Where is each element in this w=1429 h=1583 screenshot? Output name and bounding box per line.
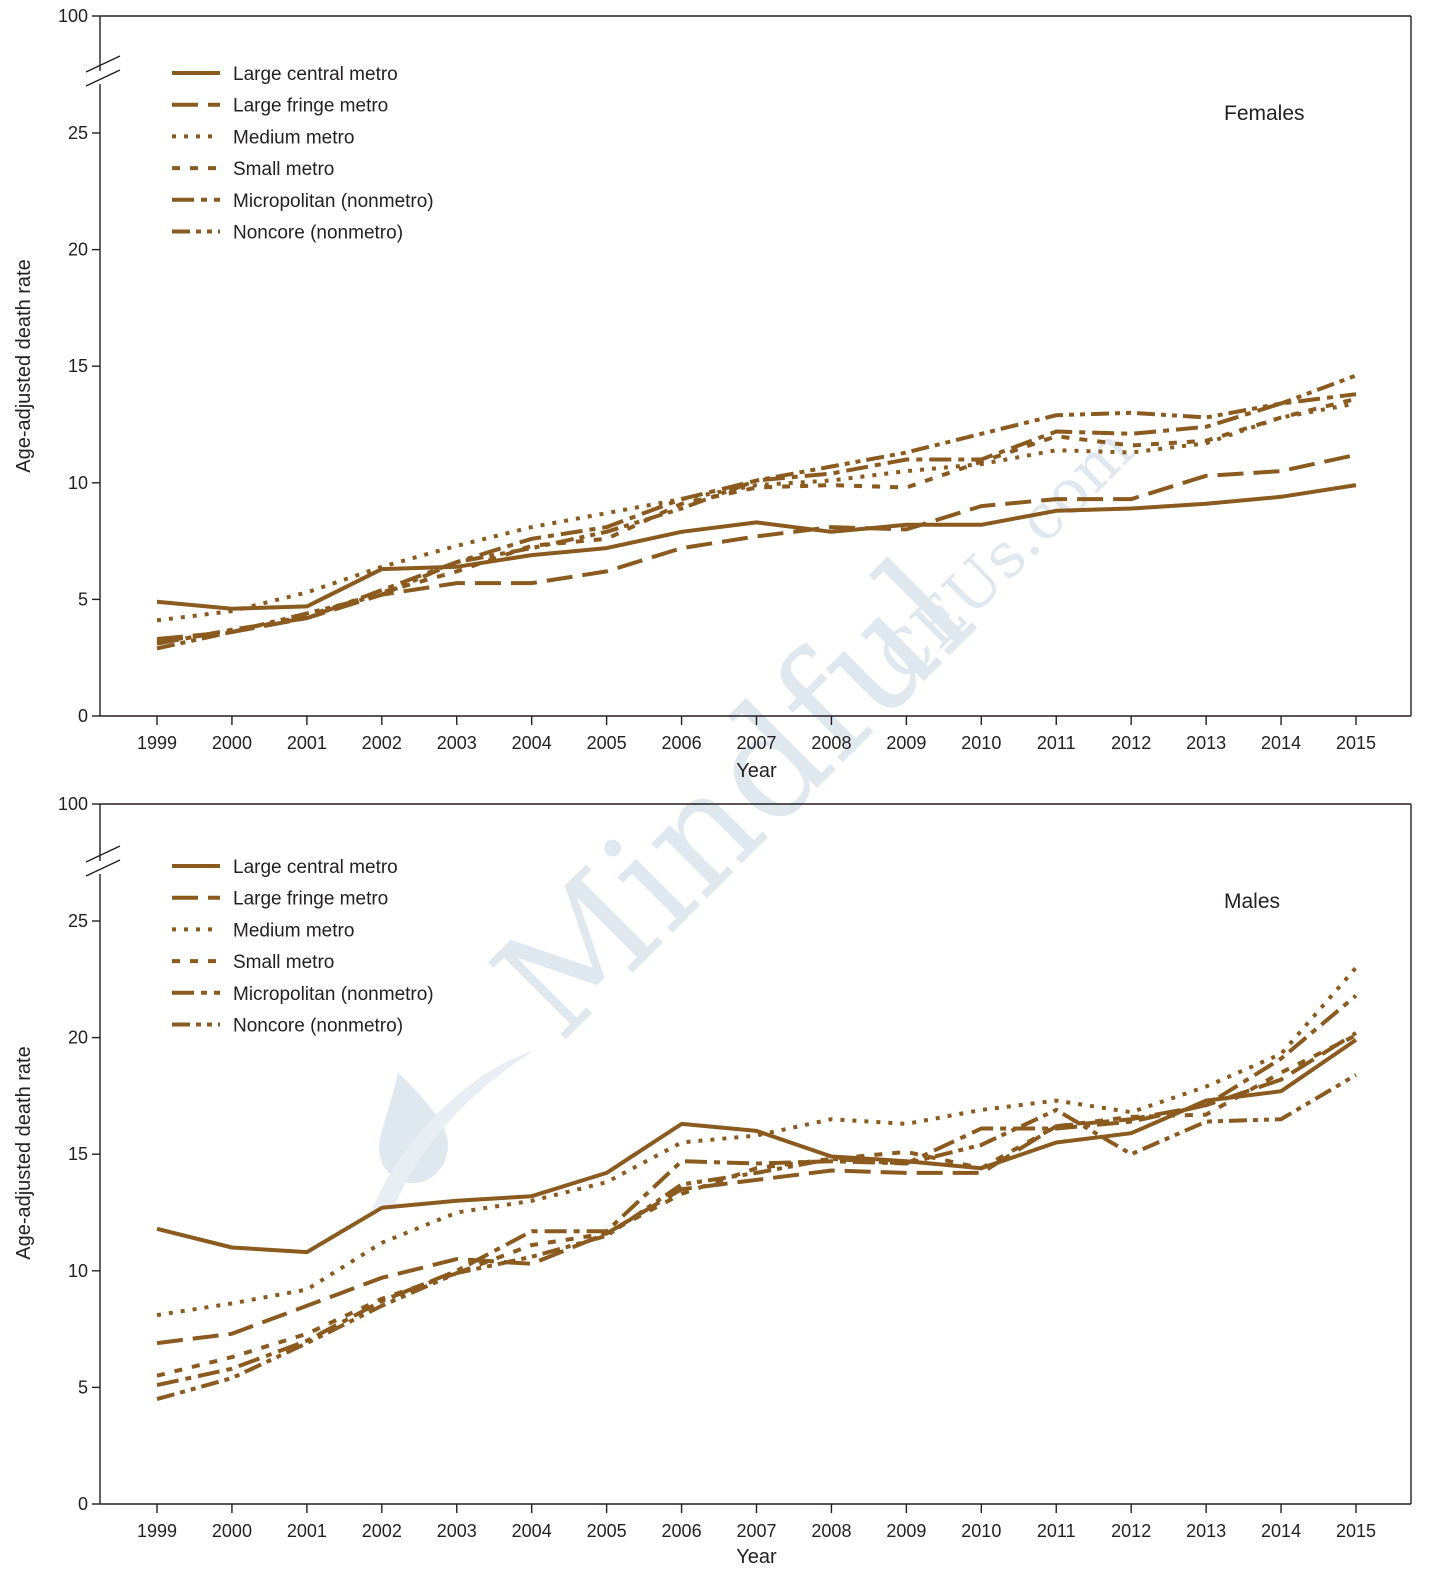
x-tick-label: 2011 [1037,1521,1076,1541]
x-tick-label: 2004 [512,733,552,753]
y-tick-label: 20 [68,1028,88,1048]
x-tick-label: 2006 [662,733,702,753]
y-axis-break-mark [85,859,121,877]
x-tick-label: 2012 [1111,1521,1151,1541]
y-tick-label: 100 [58,794,88,814]
x-tick-label: 2006 [662,1521,702,1541]
panel-label: Females [1224,102,1305,125]
x-tick-label: 2000 [212,733,252,753]
series-line-medium-metro [156,401,1357,623]
x-tick-label: 2007 [736,1521,776,1541]
x-tick-label: 2003 [437,1521,477,1541]
x-tick-label: 1999 [137,1521,177,1541]
legend-label: Medium metro [233,127,354,148]
y-tick-label: 15 [68,1144,88,1164]
x-tick-label: 2009 [886,733,926,753]
x-tick-label: 2013 [1186,1521,1226,1541]
series-line-micropolitan-nonmetro [156,994,1358,1388]
legend-label: Micropolitan (nonmetro) [233,984,434,1005]
legend-label: Small metro [233,159,334,180]
y-tick-label: 25 [68,123,88,143]
x-tick-label: 2005 [587,733,627,753]
y-tick-label: 5 [78,589,88,609]
x-tick-label: 2001 [287,1521,327,1541]
x-tick-label: 2001 [287,733,327,753]
panel-label: Males [1224,890,1280,913]
y-tick-label: 0 [78,1494,88,1514]
y-tick-label: 10 [68,473,88,493]
series-line-large-fringe-metro [156,1031,1358,1346]
x-tick-label: 2011 [1037,733,1076,753]
x-tick-label: 1999 [137,733,177,753]
x-tick-label: 2015 [1336,733,1376,753]
legend-label: Large fringe metro [233,96,388,117]
y-tick-label: 0 [78,706,88,726]
y-tick-label: 100 [58,6,88,26]
x-tick-label: 2002 [362,1521,402,1541]
y-axis-title: Age-adjusted death rate [13,1046,35,1260]
x-axis-title: Year [736,1546,777,1568]
y-tick-label: 5 [78,1377,88,1397]
males-chart-panel: 100 0 5 10 15 20 25 1999 2000 2001 2002 2003 2004 200… [13,794,1412,1568]
x-tick-label: 2010 [961,1521,1001,1541]
x-tick-label: 2013 [1186,733,1226,753]
legend-label: Small metro [233,952,334,973]
x-tick-label: 2002 [362,733,402,753]
x-tick-label: 2008 [811,1521,851,1541]
series-line-small-metro [156,1033,1357,1378]
y-tick-label: 15 [68,356,88,376]
legend-label: Medium metro [233,920,354,941]
legend-label: Large fringe metro [233,889,388,910]
y-axis-break-mark [85,69,121,87]
y-axis-break-mark [85,845,121,863]
y-tick-label: 20 [68,240,88,260]
series-line-small-metro [156,396,1357,644]
watermark: Mindful CEUs.com [372,413,1147,1210]
series-line-noncore-nonmetro [156,1073,1358,1402]
y-axis-title: Age-adjusted death rate [13,259,35,473]
legend-label: Large central metro [233,857,398,878]
x-tick-label: 2003 [437,733,477,753]
y-axis-break-mark [85,55,121,73]
females-chart-panel: 100 0 5 10 15 20 25 1999 2000 2001 2002 2003 2004 200… [13,6,1412,782]
x-tick-label: 2009 [886,1521,926,1541]
y-tick-label: 25 [68,911,88,931]
legend-label: Micropolitan (nonmetro) [233,191,434,212]
series-line-noncore-nonmetro [156,373,1357,651]
legend-label: Noncore (nonmetro) [233,1016,403,1037]
x-tick-label: 2008 [811,733,851,753]
x-tick-label: 2005 [587,1521,627,1541]
x-axis-title: Year [736,760,777,782]
y-tick-label: 10 [68,1261,88,1281]
series-line-large-central-metro [156,483,1357,611]
legend-label: Large central metro [233,64,398,85]
watermark-swoosh-icon [372,1050,535,1210]
x-tick-label: 2014 [1261,733,1301,753]
x-tick-label: 2000 [212,1521,252,1541]
watermark-drop-icon [379,1072,448,1184]
x-tick-label: 2004 [512,1521,552,1541]
series-line-large-fringe-metro [156,452,1357,641]
x-tick-label: 2007 [736,733,776,753]
x-tick-label: 2012 [1111,733,1151,753]
x-tick-label: 2014 [1261,1521,1301,1541]
x-tick-label: 2015 [1336,1521,1376,1541]
series-line-large-central-metro [156,1038,1358,1255]
legend-label: Noncore (nonmetro) [233,223,403,244]
x-tick-label: 2010 [961,733,1001,753]
